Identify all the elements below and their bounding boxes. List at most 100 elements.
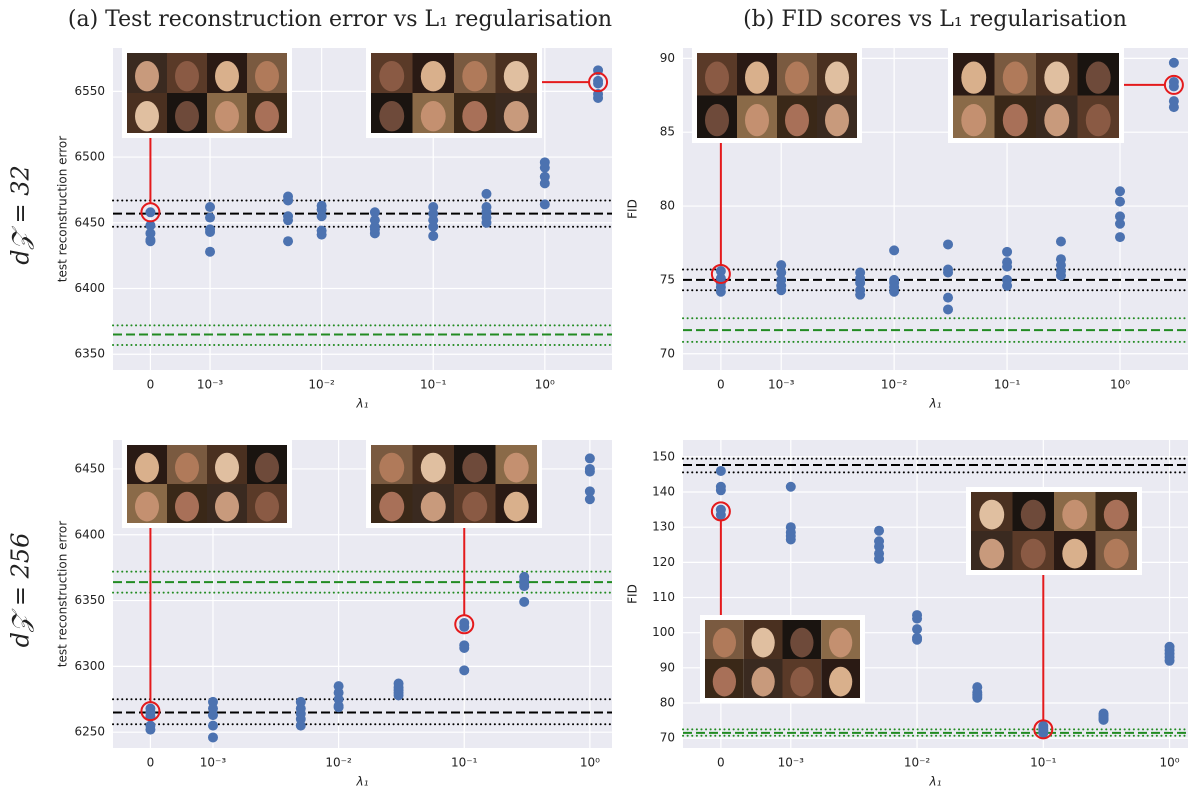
data-point	[785, 481, 796, 492]
data-point	[283, 195, 294, 206]
data-point	[776, 267, 787, 278]
highlight-circle	[710, 263, 731, 284]
y-tick-label: 6250	[74, 725, 105, 739]
x-tick-label: 10⁻¹	[451, 756, 478, 770]
data-point	[943, 239, 954, 250]
y-tick-label: 80	[660, 695, 675, 709]
x-tick-label: 10⁰	[580, 756, 600, 770]
face	[1002, 61, 1028, 94]
face	[745, 104, 769, 137]
data-point	[1115, 232, 1126, 243]
data-point	[785, 534, 796, 545]
face	[1085, 61, 1111, 94]
face	[135, 60, 159, 92]
data-point	[855, 277, 866, 288]
face	[790, 627, 814, 658]
data-point	[715, 266, 726, 277]
highlight-circle	[1033, 719, 1054, 740]
face	[1062, 499, 1088, 530]
face	[135, 452, 159, 483]
y-tick-label: 6450	[74, 461, 105, 475]
face	[255, 491, 279, 522]
face	[745, 61, 769, 94]
face	[1103, 538, 1129, 569]
face	[462, 101, 488, 132]
data-point	[316, 229, 327, 240]
y-tick-label: 70	[660, 346, 675, 360]
face	[462, 452, 488, 483]
data-point	[145, 207, 156, 218]
data-point	[715, 485, 726, 496]
x-tick-label: 10⁻²	[881, 378, 908, 392]
row-label: d𝒵 = 32	[7, 165, 35, 265]
face	[1020, 499, 1046, 530]
data-point	[369, 228, 380, 239]
data-point	[943, 304, 954, 315]
face	[135, 491, 159, 522]
data-point	[584, 486, 595, 497]
data-point	[295, 720, 306, 731]
y-tick-label: 150	[652, 449, 675, 463]
data-point	[874, 541, 885, 552]
data-point	[1098, 714, 1109, 725]
y-tick-label: 6300	[74, 659, 105, 673]
face	[379, 452, 405, 483]
y-tick-label: 140	[652, 485, 675, 499]
data-point	[593, 92, 604, 103]
x-axis-label: λ₁	[356, 775, 369, 789]
data-point	[207, 710, 218, 721]
data-point	[943, 267, 954, 278]
data-point	[145, 724, 156, 735]
data-point	[205, 227, 216, 237]
face	[825, 104, 849, 137]
y-tick-label: 120	[652, 555, 675, 569]
face	[705, 104, 729, 137]
data-point	[1055, 236, 1066, 247]
data-point	[428, 230, 439, 241]
x-tick-label: 10⁰	[1160, 756, 1180, 770]
x-tick-label: 10⁻²	[325, 756, 352, 770]
x-tick-label: 10⁻¹	[1030, 756, 1057, 770]
y-axis-label: test reconstruction error	[56, 521, 70, 667]
data-point	[1168, 102, 1179, 113]
data-point	[459, 621, 470, 632]
face	[255, 452, 279, 483]
x-tick-label: 10⁻³	[197, 378, 224, 392]
y-tick-label: 130	[652, 520, 675, 534]
y-tick-label: 110	[652, 590, 675, 604]
face	[1103, 499, 1129, 530]
data-point	[428, 221, 439, 232]
x-tick-label: 0	[147, 378, 155, 392]
face	[175, 491, 199, 522]
face	[503, 452, 529, 483]
face	[503, 60, 529, 92]
data-point	[889, 286, 900, 297]
face	[1020, 538, 1046, 569]
face	[829, 666, 853, 697]
data-point	[145, 236, 156, 247]
data-point	[459, 665, 470, 676]
face	[255, 60, 279, 92]
face	[135, 101, 159, 132]
data-point	[912, 634, 923, 645]
data-point	[1038, 727, 1049, 738]
data-point	[593, 78, 604, 89]
data-point	[874, 553, 885, 564]
data-point	[1115, 218, 1126, 229]
face	[215, 452, 239, 483]
y-tick-label: 6450	[74, 215, 105, 229]
y-tick-label: 6400	[74, 281, 105, 295]
y-tick-label: 6550	[74, 84, 105, 98]
y-tick-label: 70	[660, 731, 675, 745]
face	[1044, 61, 1070, 94]
data-point	[207, 732, 218, 743]
data-point	[369, 207, 380, 218]
face	[420, 491, 446, 522]
face	[215, 60, 239, 92]
data-point	[1168, 81, 1179, 92]
data-point	[715, 286, 726, 297]
data-point	[1115, 211, 1126, 222]
data-point	[459, 642, 470, 653]
x-axis-label: λ₁	[929, 775, 942, 789]
